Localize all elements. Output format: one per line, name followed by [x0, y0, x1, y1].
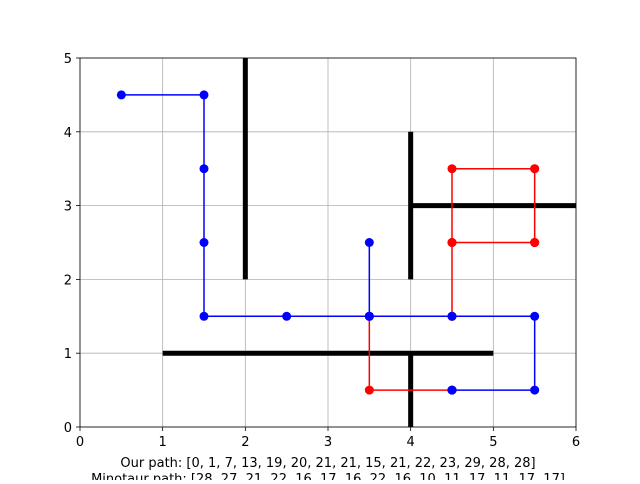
- point: [364, 385, 374, 395]
- point: [530, 311, 540, 321]
- y-tick-label: 3: [64, 200, 72, 215]
- point: [447, 385, 457, 395]
- x-tick-label: 2: [241, 435, 249, 450]
- x-tick-label: 3: [324, 435, 332, 450]
- point: [282, 311, 292, 321]
- x-tick-label: 1: [159, 435, 167, 450]
- point: [199, 311, 209, 321]
- x-tick-label: 6: [572, 435, 580, 450]
- point: [199, 238, 209, 247]
- point: [447, 238, 457, 247]
- y-tick-label: 0: [64, 421, 72, 436]
- x-tick-label: 4: [407, 435, 415, 450]
- point: [530, 164, 540, 174]
- y-tick-label: 5: [64, 52, 72, 67]
- y-tick-label: 2: [64, 273, 72, 288]
- plot-frame: [79, 57, 577, 428]
- point: [199, 164, 209, 174]
- x-axis-label: Minotaur path: [28, 27, 21, 22, 16, 17, …: [91, 472, 565, 480]
- point: [364, 311, 374, 321]
- point: [530, 238, 540, 247]
- x-tick-label: 5: [489, 435, 497, 450]
- point: [364, 238, 374, 247]
- y-tick-label: 4: [64, 126, 72, 141]
- y-tick-label: 1: [64, 347, 72, 362]
- point: [447, 311, 457, 321]
- point: [447, 164, 457, 174]
- point: [116, 90, 126, 100]
- x-axis-label: Our path: [0, 1, 7, 13, 19, 20, 21, 21, …: [120, 456, 535, 471]
- point: [199, 90, 209, 100]
- x-tick-label: 0: [76, 435, 84, 450]
- point: [530, 385, 540, 395]
